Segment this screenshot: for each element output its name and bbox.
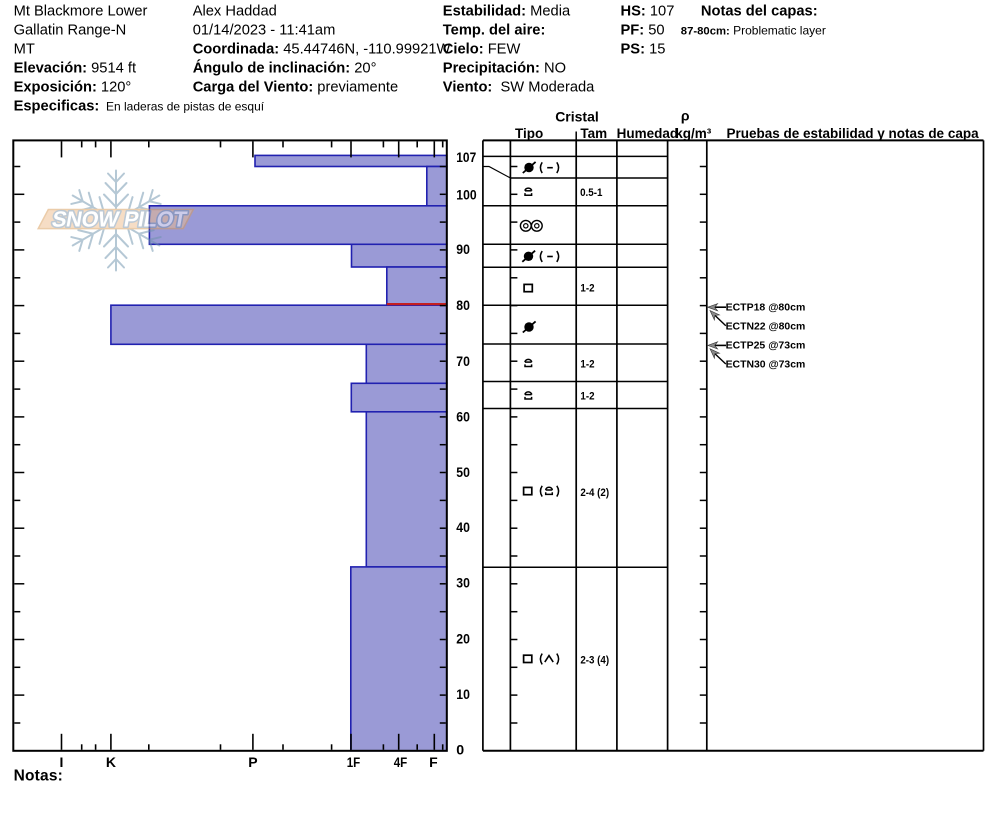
- svg-text:0.5-1: 0.5-1: [580, 187, 602, 199]
- svg-text:4F: 4F: [394, 754, 408, 770]
- svg-text:Temp. del aire:: Temp. del aire:: [443, 23, 546, 39]
- svg-text:87-80cm: Problematic layer: 87-80cm: Problematic layer: [681, 24, 826, 38]
- svg-text:ECTN22 @80cm: ECTN22 @80cm: [726, 322, 806, 333]
- svg-text:Precipitación: NO: Precipitación: NO: [443, 61, 566, 77]
- svg-text:Notas:: Notas:: [14, 768, 63, 785]
- svg-text:80: 80: [456, 298, 470, 314]
- svg-text:ECTP25 @73cm: ECTP25 @73cm: [726, 341, 806, 352]
- svg-text:Pruebas de estabilidad y notas: Pruebas de estabilidad y notas de capa: [727, 126, 980, 141]
- svg-text:Alex Haddad: Alex Haddad: [193, 4, 277, 20]
- svg-text:I: I: [60, 754, 64, 770]
- svg-text:SNOW PILOT: SNOW PILOT: [50, 207, 189, 232]
- svg-text:2-3 (4): 2-3 (4): [580, 654, 609, 666]
- svg-text:PS: 15: PS: 15: [621, 41, 666, 57]
- svg-text:90: 90: [456, 242, 470, 258]
- svg-text:Tipo: Tipo: [515, 126, 543, 141]
- svg-text:60: 60: [456, 410, 470, 426]
- svg-text:P: P: [248, 754, 257, 770]
- svg-text:ρ: ρ: [681, 108, 690, 124]
- svg-text:2-4 (2): 2-4 (2): [580, 487, 609, 499]
- svg-text:Exposición: 120°: Exposición: 120°: [14, 80, 132, 96]
- svg-text:Viento: SW Moderada: Viento: SW Moderada: [443, 80, 595, 96]
- svg-text:Especificas: En laderas de pi: Especificas: En laderas de pistas de esq…: [14, 99, 265, 115]
- svg-text:30: 30: [456, 576, 470, 592]
- svg-text:Carga del Viento: previamente: Carga del Viento: previamente: [193, 80, 398, 96]
- svg-text:1-2: 1-2: [580, 283, 594, 295]
- svg-text:Humedad: Humedad: [617, 126, 679, 141]
- svg-text:PF: 50: PF: 50: [621, 23, 665, 39]
- svg-text:ECTN30 @73cm: ECTN30 @73cm: [726, 360, 806, 371]
- svg-text:0: 0: [456, 743, 464, 759]
- svg-text:Ángulo de inclinación: 20°: Ángulo de inclinación: 20°: [193, 60, 377, 77]
- svg-text:F: F: [429, 754, 438, 770]
- svg-text:Gallatin Range-N: Gallatin Range-N: [14, 23, 127, 39]
- svg-text:MT: MT: [14, 41, 35, 57]
- svg-text:Elevación: 9514 ft: Elevación: 9514 ft: [14, 61, 136, 77]
- svg-text:1-2: 1-2: [580, 391, 594, 403]
- svg-text:10: 10: [456, 687, 470, 703]
- svg-text:Notas del capas:: Notas del capas:: [701, 4, 818, 20]
- svg-text:Cielo: FEW: Cielo: FEW: [443, 41, 521, 57]
- svg-text:K: K: [106, 754, 116, 770]
- svg-text:HS: 107: HS: 107: [621, 4, 675, 20]
- svg-text:Mt Blackmore Lower: Mt Blackmore Lower: [14, 4, 148, 20]
- svg-text:ECTP18 @80cm: ECTP18 @80cm: [726, 303, 806, 314]
- svg-text:20: 20: [456, 632, 470, 648]
- svg-text:01/14/2023 - 11:41am: 01/14/2023 - 11:41am: [193, 23, 336, 39]
- svg-text:40: 40: [456, 520, 470, 536]
- svg-text:SNOW PILOT: SNOW PILOT: [50, 207, 189, 232]
- svg-text:Coordinada: 45.44746N, -110.99: Coordinada: 45.44746N, -110.99921W: [193, 41, 451, 57]
- svg-text:1-2: 1-2: [580, 359, 594, 371]
- svg-text:100: 100: [456, 188, 476, 204]
- svg-text:50: 50: [456, 465, 470, 481]
- svg-text:Estabilidad: Media: Estabilidad: Media: [443, 4, 571, 20]
- svg-text:kg/m³: kg/m³: [675, 126, 712, 141]
- svg-text:Tam: Tam: [580, 126, 607, 141]
- svg-text:Cristal: Cristal: [555, 108, 599, 124]
- svg-text:1F: 1F: [347, 754, 361, 770]
- svg-text:107: 107: [456, 150, 476, 166]
- svg-text:70: 70: [456, 354, 470, 370]
